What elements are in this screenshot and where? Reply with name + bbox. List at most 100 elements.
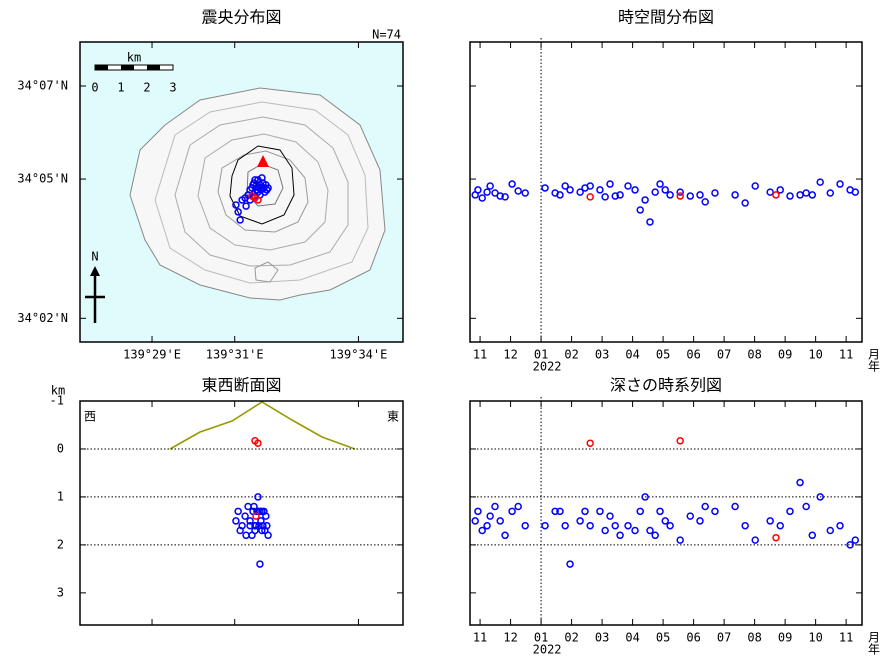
event xyxy=(616,531,624,540)
event xyxy=(802,502,810,511)
event xyxy=(486,182,494,190)
north-label: N xyxy=(91,250,98,264)
event xyxy=(556,191,564,199)
event xyxy=(696,191,704,199)
event xyxy=(486,512,494,520)
event xyxy=(741,199,749,207)
event xyxy=(651,531,659,540)
event xyxy=(508,507,516,516)
year-label: 2022 xyxy=(533,360,562,374)
x-tick-label: 09 xyxy=(778,631,792,645)
event xyxy=(836,521,844,530)
scale-bar-segment xyxy=(121,65,134,70)
x-unit: 月 xyxy=(868,631,880,645)
event xyxy=(596,186,604,194)
event xyxy=(236,216,244,224)
x-tick-label: 01 xyxy=(534,348,548,362)
event xyxy=(676,192,684,200)
x-tick-label: 07 xyxy=(717,631,731,645)
event xyxy=(576,188,584,196)
event xyxy=(656,507,664,516)
x-tick-label: 01 xyxy=(534,631,548,645)
event xyxy=(636,206,644,214)
event xyxy=(263,521,271,530)
event xyxy=(766,188,774,196)
event xyxy=(244,502,252,511)
event xyxy=(521,521,529,530)
west-label: 西 xyxy=(84,410,96,424)
event xyxy=(641,493,649,501)
event xyxy=(661,186,669,194)
event xyxy=(772,533,780,542)
event xyxy=(772,191,780,199)
event xyxy=(676,188,684,196)
event xyxy=(541,521,549,530)
event xyxy=(751,536,759,544)
event xyxy=(641,196,649,204)
event xyxy=(264,184,272,192)
scale-label: 0 xyxy=(91,81,98,95)
contour xyxy=(154,101,369,284)
event xyxy=(474,507,482,516)
event xyxy=(731,191,739,199)
event xyxy=(646,218,654,226)
event xyxy=(586,439,594,447)
event xyxy=(796,478,804,487)
event xyxy=(232,517,240,525)
event xyxy=(242,202,250,210)
event xyxy=(766,517,774,525)
event xyxy=(596,507,604,516)
event xyxy=(551,507,559,516)
event xyxy=(241,512,249,520)
chart-title: 深さの時系列図 xyxy=(610,376,722,395)
event xyxy=(711,189,719,197)
event xyxy=(242,531,250,540)
event xyxy=(616,191,624,199)
contour xyxy=(217,150,309,233)
event xyxy=(631,186,639,194)
event xyxy=(483,188,491,196)
event xyxy=(741,521,749,530)
event xyxy=(238,521,246,530)
contour xyxy=(197,133,329,251)
x-tick-label: 10 xyxy=(808,348,822,362)
x-tick-label: 08 xyxy=(747,348,761,362)
event xyxy=(826,526,835,535)
x-tick-label: 10 xyxy=(808,631,822,645)
contour xyxy=(254,261,279,283)
caldera-rim xyxy=(229,145,295,225)
event xyxy=(478,194,486,202)
event xyxy=(491,502,499,511)
scale-bar xyxy=(94,64,174,71)
event xyxy=(676,536,684,544)
event xyxy=(796,191,804,199)
topography-profile xyxy=(169,401,356,450)
event xyxy=(636,507,644,516)
plot-frame xyxy=(79,41,404,343)
x-tick-label: 03 xyxy=(595,348,609,362)
event xyxy=(248,192,256,200)
event xyxy=(666,191,674,199)
event xyxy=(514,502,522,511)
event xyxy=(234,208,242,216)
event xyxy=(252,512,260,520)
scale-bar-segment xyxy=(95,65,108,70)
x-tick-label: 11 xyxy=(839,631,853,645)
event xyxy=(471,517,479,525)
plot-frame xyxy=(79,400,404,626)
event xyxy=(566,560,574,568)
event xyxy=(816,493,824,501)
y-tick-label: 34°05'N xyxy=(17,172,68,186)
event xyxy=(246,521,254,530)
event xyxy=(802,189,810,197)
x-tick-label: 08 xyxy=(747,631,761,645)
plot-frame xyxy=(469,41,863,343)
event xyxy=(786,192,794,200)
event xyxy=(541,184,549,192)
event xyxy=(561,521,569,530)
event xyxy=(254,176,262,184)
scale-bar-segment xyxy=(147,65,160,70)
east-label: 東 xyxy=(387,410,399,424)
